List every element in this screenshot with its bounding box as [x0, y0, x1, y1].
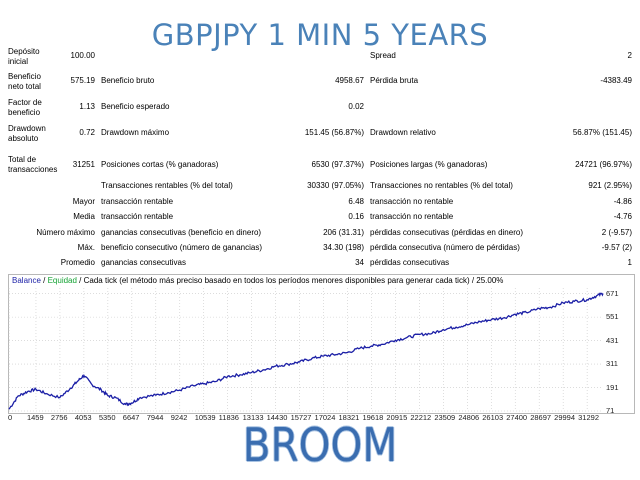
x-tick-label: 22212 — [410, 413, 432, 422]
value-short-positions: 6530 (97.37%) — [311, 160, 364, 169]
value-total-trades: 31251 — [72, 160, 95, 169]
x-tick-label: 19618 — [362, 413, 384, 422]
x-tick-label: 10539 — [194, 413, 216, 422]
label-largest-profit: transacción rentable — [101, 197, 174, 206]
value-avg-consec-losses: 1 — [627, 258, 632, 267]
label-deposit: Depósito inicial — [8, 47, 40, 66]
value-gross-profit: 4958.67 — [335, 76, 364, 85]
footer-title: BROOM — [242, 418, 398, 472]
x-tick-label: 5350 — [98, 413, 116, 422]
label-expected-payoff: Beneficio esperado — [101, 102, 170, 111]
x-tick-label: 24806 — [458, 413, 480, 422]
value-profit-trades: 30330 (97.05%) — [307, 181, 364, 190]
legend-balance: Balance — [12, 276, 41, 285]
label-gross-profit: Beneficio bruto — [101, 76, 155, 85]
label-average-profit: transacción rentable — [101, 212, 174, 221]
value-max-drawdown: 151.45 (56.87%) — [304, 128, 364, 137]
value-max-consec-profit: 34.30 (198) — [323, 243, 364, 252]
label-total-trades: Total de transacciones — [8, 155, 58, 174]
label-largest-loss: transacción no rentable — [370, 197, 454, 206]
x-tick-label: 0 — [8, 413, 13, 422]
y-tick-label: 191 — [606, 382, 619, 392]
x-tick-label: 20915 — [386, 413, 408, 422]
banner-title: GBPJPY 1 MIN 5 YEARS — [151, 18, 489, 52]
x-tick-label: 31292 — [578, 413, 599, 422]
label-net-profit: Beneficio neto total — [8, 72, 41, 91]
label-rel-drawdown: Drawdown relativo — [370, 128, 436, 137]
x-tick-label: 23509 — [434, 413, 456, 422]
x-tick-label: 18321 — [338, 413, 360, 422]
balance-series-line — [8, 292, 604, 410]
y-tick-label: 311 — [606, 359, 618, 369]
label-max-consec-profit: beneficio consecutivo (número de gananci… — [101, 243, 262, 252]
value-expected-payoff: 0.02 — [348, 102, 364, 111]
x-tick-label: 28697 — [530, 413, 552, 422]
label-spread: Spread — [370, 51, 396, 60]
y-tick-label: 431 — [606, 335, 619, 345]
x-tick-label: 27400 — [506, 413, 528, 422]
x-tick-label: 1459 — [26, 413, 44, 422]
value-net-profit: 575.19 — [70, 76, 95, 85]
x-tick-label: 4053 — [74, 413, 92, 422]
chart-legend: Balance / Equidad / Cada tick (el método… — [12, 276, 503, 285]
x-tick-label: 7944 — [146, 413, 164, 422]
x-tick-label: 29994 — [554, 413, 576, 422]
y-tick-label: 71 — [606, 406, 615, 415]
value-max-consec-loss: -9.57 (2) — [601, 243, 632, 252]
value-average-profit: 0.16 — [348, 212, 364, 221]
label-average-loss: transacción no rentable — [370, 212, 454, 221]
label-profit-trades: Transacciones rentables (% del total) — [101, 181, 233, 190]
x-tick-label: 11836 — [218, 413, 239, 422]
value-profit-factor: 1.13 — [79, 102, 95, 111]
y-tick-label: 551 — [606, 312, 619, 322]
value-loss-trades: 921 (2.95%) — [588, 181, 632, 190]
label-max: Máx. — [77, 243, 95, 252]
value-largest-profit: 6.48 — [348, 197, 364, 206]
x-tick-label: 2756 — [50, 413, 68, 422]
x-tick-label: 14430 — [266, 413, 288, 422]
x-tick-label: 9242 — [170, 413, 188, 422]
label-loss-trades: Transacciones no rentables (% del total) — [370, 181, 513, 190]
value-deposit: 100.00 — [70, 51, 95, 60]
legend-description: Cada tick (el método más preciso basado … — [83, 276, 504, 285]
value-max-consec-wins: 206 (31.31) — [323, 228, 364, 237]
x-tick-label: 15727 — [290, 413, 312, 422]
label-max-consec-wins: ganancias consecutivas (beneficio en din… — [101, 228, 262, 237]
label-short-positions: Posiciones cortas (% ganadoras) — [101, 160, 219, 169]
label-max-drawdown: Drawdown máximo — [101, 128, 170, 137]
label-max-consec-losses: pérdidas consecutivas (pérdidas en diner… — [370, 228, 523, 237]
label-avg-consec-wins: ganancias consecutivas — [101, 258, 186, 267]
label-largest: Mayor — [72, 197, 95, 206]
label-abs-drawdown: Drawdown absoluto — [8, 124, 46, 143]
x-tick-label: 13133 — [242, 413, 264, 422]
label-avg-consec-losses: pérdidas consecutivas — [370, 258, 450, 267]
value-average-loss: -4.76 — [613, 212, 632, 221]
y-tick-label: 671 — [606, 288, 619, 298]
label-avg: Promedio — [60, 258, 95, 267]
x-tick-label: 17024 — [314, 413, 336, 422]
legend-equity: Equidad — [47, 276, 77, 285]
label-long-positions: Posiciones largas (% ganadoras) — [370, 160, 488, 169]
value-avg-consec-wins: 34 — [355, 258, 364, 267]
value-largest-loss: -4.86 — [613, 197, 632, 206]
value-long-positions: 24721 (96.97%) — [575, 160, 632, 169]
label-max-consec-loss: pérdida consecutiva (número de pérdidas) — [370, 243, 520, 252]
value-gross-loss: -4383.49 — [600, 76, 632, 85]
value-spread: 2 — [627, 51, 632, 60]
legend-separator: / — [40, 276, 48, 285]
balance-chart-frame — [8, 274, 635, 414]
label-profit-factor: Factor de beneficio — [8, 98, 42, 117]
value-max-consec-losses: 2 (-9.57) — [601, 228, 632, 237]
label-max-number: Número máximo — [36, 228, 95, 237]
value-abs-drawdown: 0.72 — [79, 128, 95, 137]
x-tick-label: 6647 — [122, 413, 140, 422]
label-gross-loss: Pérdida bruta — [370, 76, 419, 85]
label-average: Media — [73, 212, 95, 221]
value-rel-drawdown: 56.87% (151.45) — [572, 128, 632, 137]
legend-separator: / — [76, 276, 84, 285]
x-tick-label: 26103 — [482, 413, 504, 422]
